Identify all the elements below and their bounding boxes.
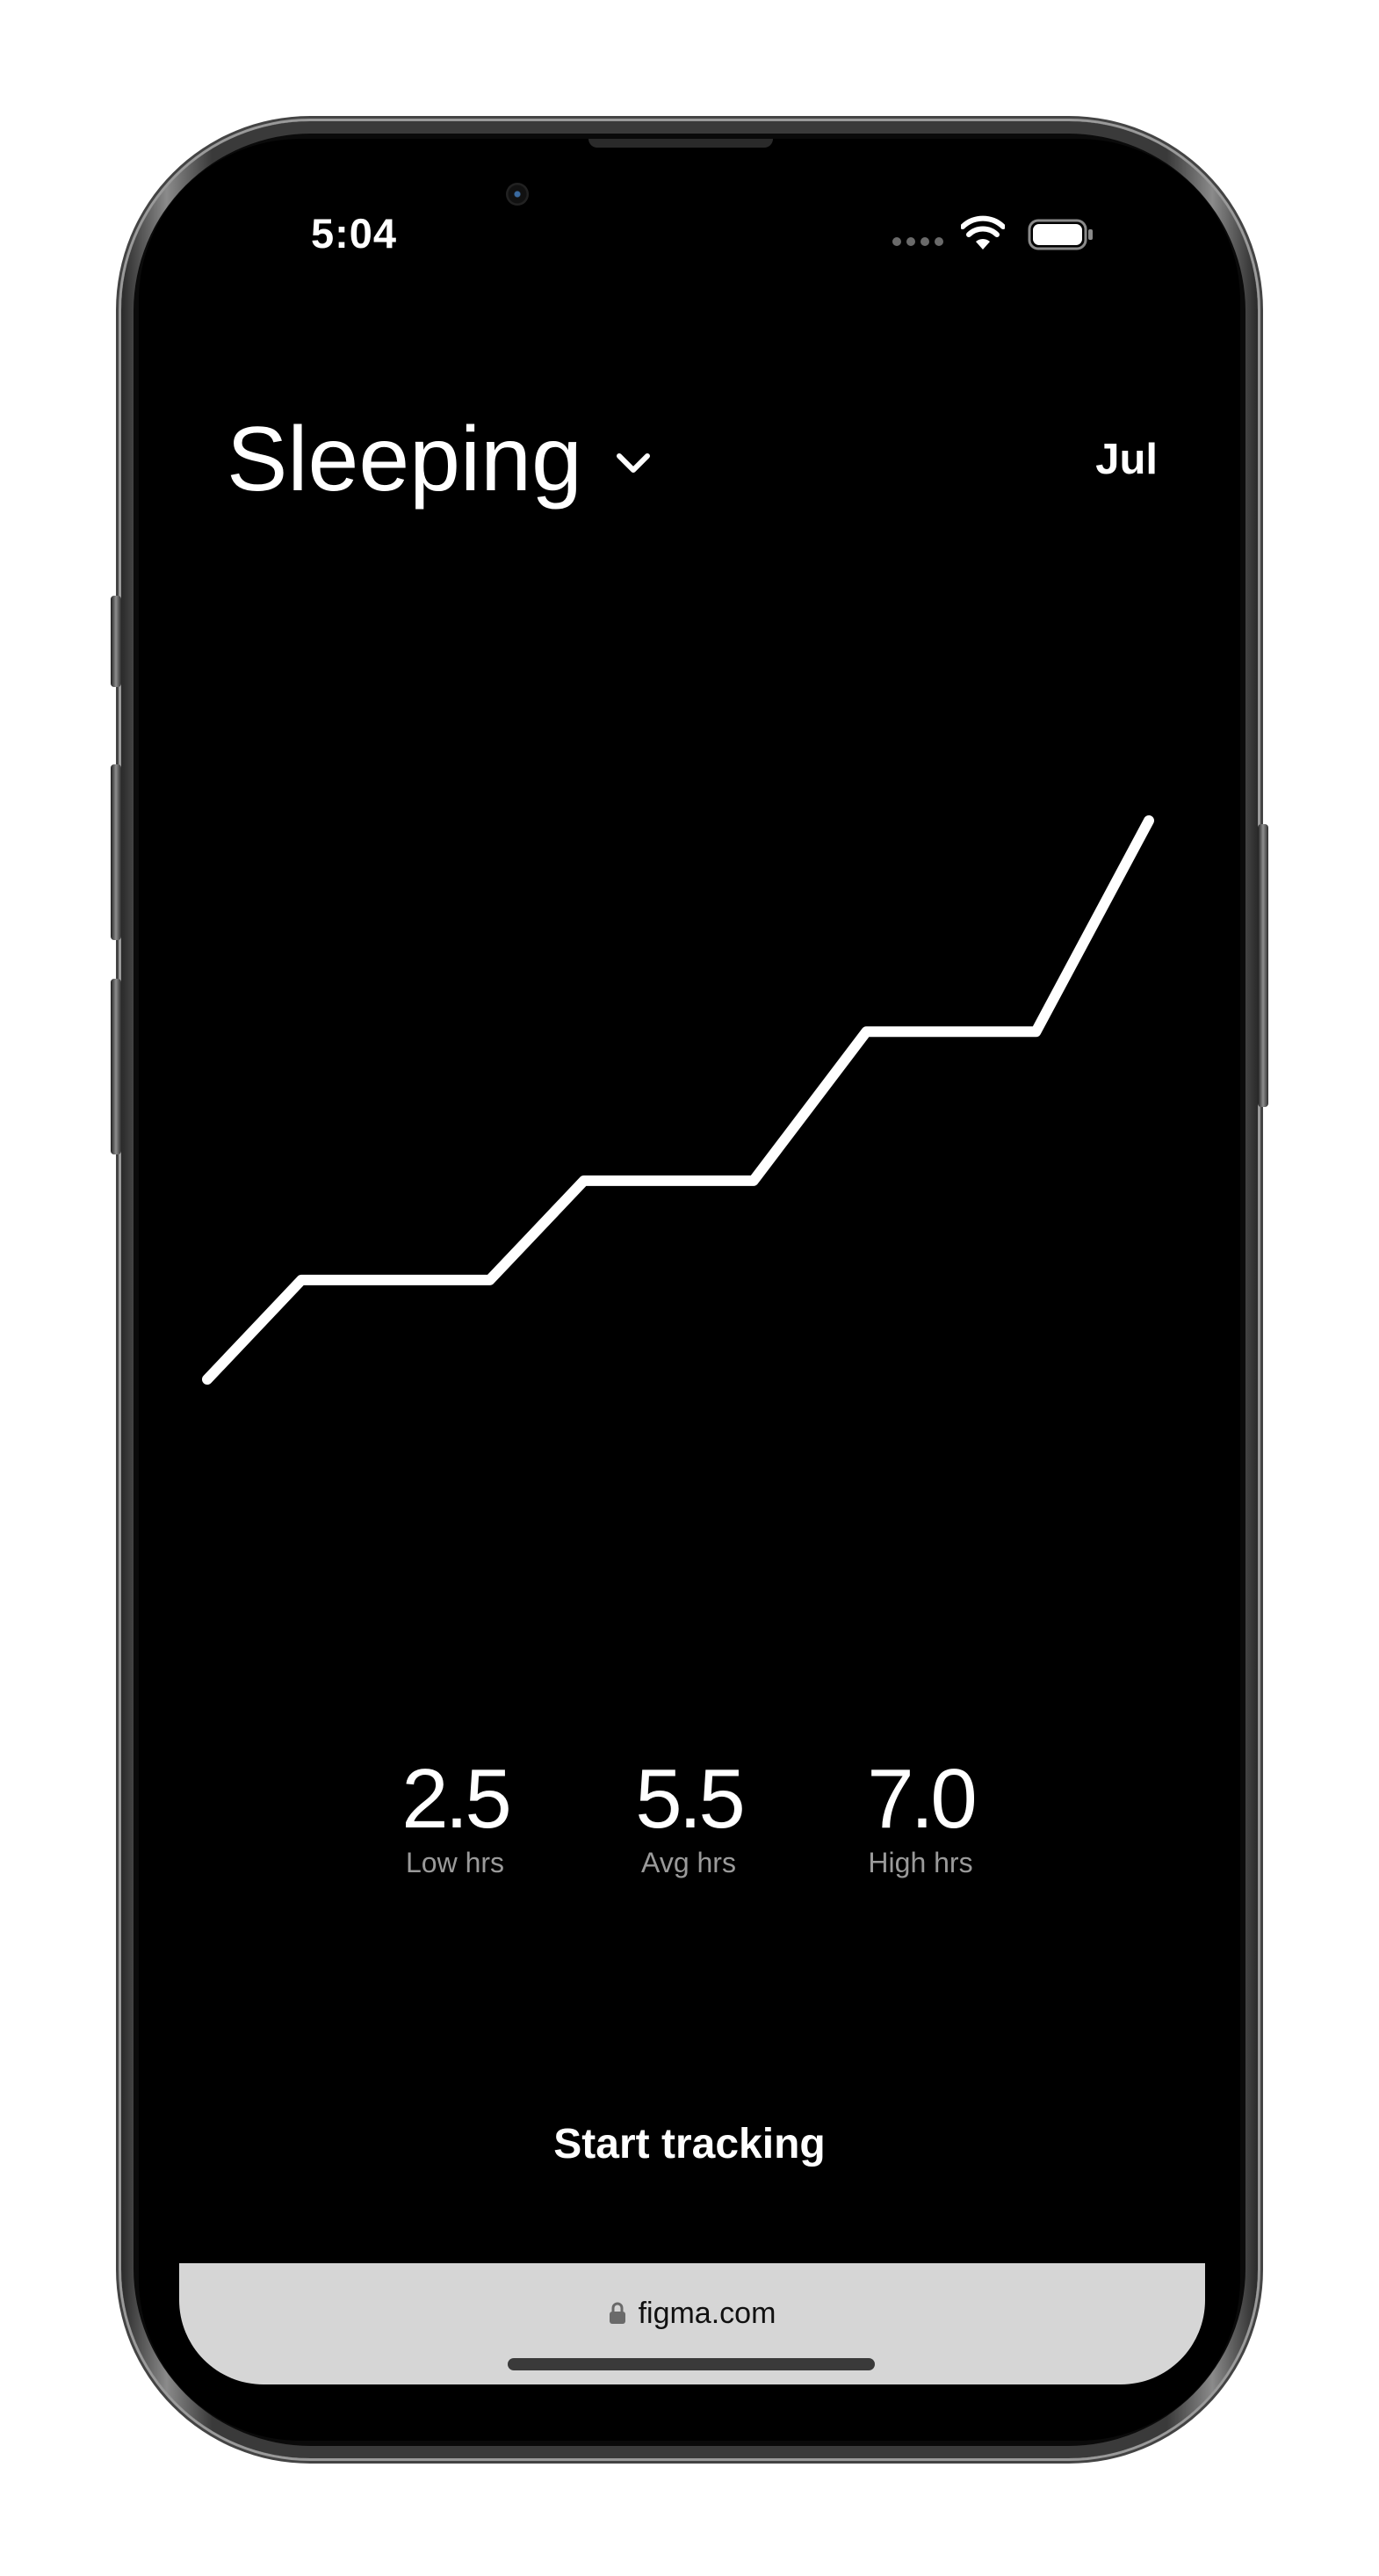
stat-high-label: High hrs	[868, 1847, 973, 1878]
wifi-icon	[961, 215, 1005, 250]
earpiece	[588, 139, 773, 148]
chevron-down-icon	[616, 453, 650, 473]
start-tracking-button[interactable]: Start tracking	[514, 2111, 865, 2178]
stat-low-value: 2.5	[401, 1752, 511, 1846]
month-selector[interactable]: Jul	[1095, 436, 1158, 483]
volume-up-button	[111, 764, 121, 940]
home-indicator[interactable]	[508, 2358, 875, 2370]
stat-high: 7.0 High hrs	[833, 1755, 1008, 1880]
action-button	[111, 596, 121, 687]
battery-icon	[1028, 219, 1093, 250]
lock-icon	[609, 2302, 625, 2324]
stat-avg-label: Avg hrs	[641, 1847, 736, 1878]
signal-icon	[892, 237, 949, 248]
stat-high-value: 7.0	[867, 1752, 977, 1846]
category-selector[interactable]: Sleeping	[227, 402, 651, 517]
stats-summary: 2.5 Low hrs 5.5 Avg hrs 7.0 High hrs	[367, 1755, 1035, 1896]
screen: 5:04 Sleeping Jul 2.5 Low hrs	[139, 139, 1240, 2441]
status-time: 5:04	[311, 210, 398, 257]
volume-down-button	[111, 979, 121, 1154]
stat-avg: 5.5 Avg hrs	[601, 1755, 776, 1880]
stat-avg-value: 5.5	[635, 1752, 745, 1846]
page-title: Sleeping	[227, 409, 582, 510]
chart-series-line	[202, 815, 1154, 1385]
camera-icon	[506, 183, 529, 206]
stat-low: 2.5 Low hrs	[367, 1755, 543, 1880]
phone-frame: 5:04 Sleeping Jul 2.5 Low hrs	[111, 121, 1268, 2458]
power-button	[1258, 824, 1268, 1107]
stat-low-label: Low hrs	[405, 1847, 505, 1878]
url-field[interactable]: figma.com	[179, 2291, 1205, 2335]
browser-bar: figma.com	[179, 2263, 1205, 2384]
url-text: figma.com	[638, 2297, 776, 2330]
